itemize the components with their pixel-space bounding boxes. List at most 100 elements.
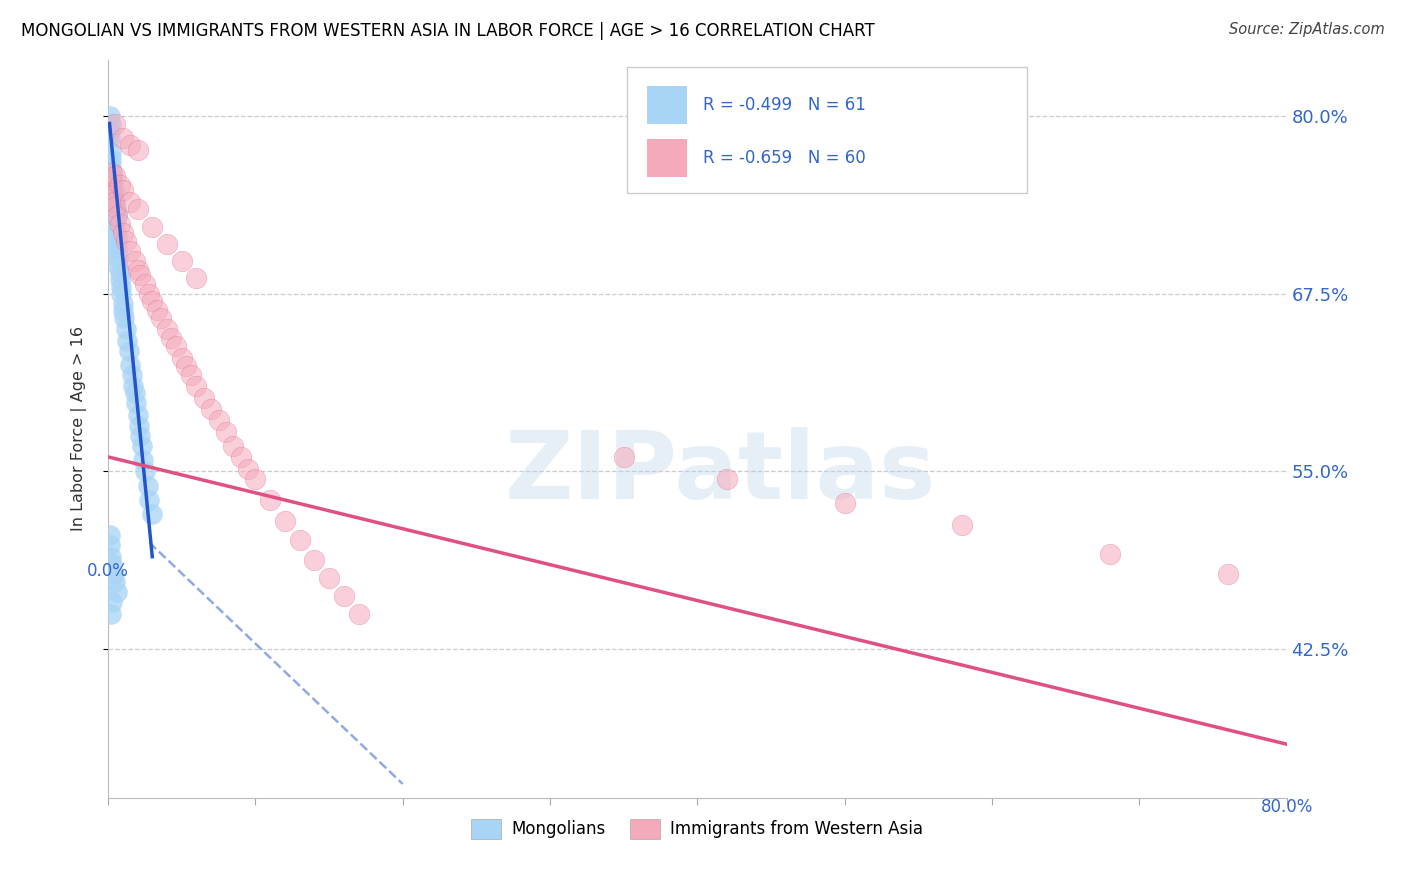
Point xyxy=(104,169,127,183)
Point xyxy=(105,244,128,259)
Point xyxy=(98,123,121,137)
Point xyxy=(101,187,124,202)
Point xyxy=(101,595,124,609)
Point xyxy=(229,450,252,465)
Legend: Mongolians, Immigrants from Western Asia: Mongolians, Immigrants from Western Asia xyxy=(464,813,931,846)
Point xyxy=(104,575,127,590)
Point xyxy=(215,425,238,439)
Point xyxy=(127,262,149,277)
Point xyxy=(114,322,136,336)
Point xyxy=(101,173,124,187)
Point xyxy=(141,507,163,521)
Point xyxy=(245,472,267,486)
Point xyxy=(104,116,127,130)
Point xyxy=(180,368,202,382)
Point xyxy=(165,339,187,353)
Point xyxy=(110,287,132,301)
Point xyxy=(138,492,160,507)
Bar xyxy=(647,139,686,177)
Point xyxy=(150,311,173,326)
Bar xyxy=(647,86,686,124)
Point xyxy=(952,518,974,533)
Point xyxy=(115,334,138,348)
Point xyxy=(100,166,122,180)
Point xyxy=(186,271,208,285)
Point xyxy=(156,237,179,252)
Point xyxy=(127,202,149,216)
Point xyxy=(124,254,146,268)
Point xyxy=(716,472,738,486)
Point xyxy=(108,266,131,280)
Point xyxy=(100,607,122,621)
Point xyxy=(104,214,127,228)
Text: MONGOLIAN VS IMMIGRANTS FROM WESTERN ASIA IN LABOR FORCE | AGE > 16 CORRELATION : MONGOLIAN VS IMMIGRANTS FROM WESTERN ASI… xyxy=(21,22,875,40)
Point xyxy=(274,514,297,528)
Point xyxy=(222,439,245,453)
Point xyxy=(100,166,122,180)
Point xyxy=(105,209,128,223)
Point xyxy=(107,252,129,266)
Point xyxy=(141,293,163,308)
Point xyxy=(103,194,125,209)
Point xyxy=(141,220,163,235)
Point xyxy=(1098,547,1121,561)
Y-axis label: In Labor Force | Age > 16: In Labor Force | Age > 16 xyxy=(72,326,87,532)
Point xyxy=(98,173,121,187)
Point xyxy=(120,194,142,209)
Text: R = -0.499   N = 61: R = -0.499 N = 61 xyxy=(703,96,866,114)
Point xyxy=(333,590,356,604)
Point xyxy=(134,277,156,291)
Point xyxy=(131,439,153,453)
Point xyxy=(111,297,134,311)
Point xyxy=(120,358,142,372)
Point xyxy=(118,343,141,358)
Point xyxy=(100,549,122,564)
Point xyxy=(101,175,124,189)
Point xyxy=(129,268,152,283)
Point xyxy=(134,465,156,479)
Point xyxy=(129,429,152,443)
Point xyxy=(110,280,132,294)
Point xyxy=(236,461,259,475)
Point xyxy=(122,379,145,393)
Point xyxy=(101,169,124,183)
Point xyxy=(127,408,149,422)
Point xyxy=(98,110,121,124)
Point xyxy=(1216,566,1239,581)
Point xyxy=(108,218,131,232)
Point xyxy=(103,183,125,197)
Point xyxy=(103,197,125,211)
Point xyxy=(145,302,167,317)
Point xyxy=(103,192,125,206)
Point xyxy=(114,235,136,249)
Point xyxy=(193,391,215,405)
Point xyxy=(111,226,134,240)
Point xyxy=(101,180,124,194)
Point xyxy=(186,379,208,393)
Point xyxy=(103,202,125,216)
Point xyxy=(125,396,148,410)
Point xyxy=(200,402,222,417)
Point xyxy=(613,450,636,465)
Point xyxy=(103,566,125,581)
Point xyxy=(347,607,370,621)
Point xyxy=(100,159,122,173)
Point xyxy=(100,180,122,194)
Point xyxy=(98,528,121,542)
Point xyxy=(111,304,134,318)
Point xyxy=(128,419,150,434)
Point xyxy=(138,287,160,301)
Point xyxy=(120,244,142,259)
Point xyxy=(304,552,326,566)
Point xyxy=(174,359,197,374)
Point xyxy=(104,209,127,223)
Point xyxy=(104,200,127,214)
Point xyxy=(100,145,122,159)
Point xyxy=(834,496,856,510)
Point xyxy=(105,206,128,220)
Point xyxy=(120,137,142,152)
Point xyxy=(100,116,122,130)
Text: 80.0%: 80.0% xyxy=(1260,798,1313,816)
Point xyxy=(170,351,193,365)
Point xyxy=(98,130,121,145)
